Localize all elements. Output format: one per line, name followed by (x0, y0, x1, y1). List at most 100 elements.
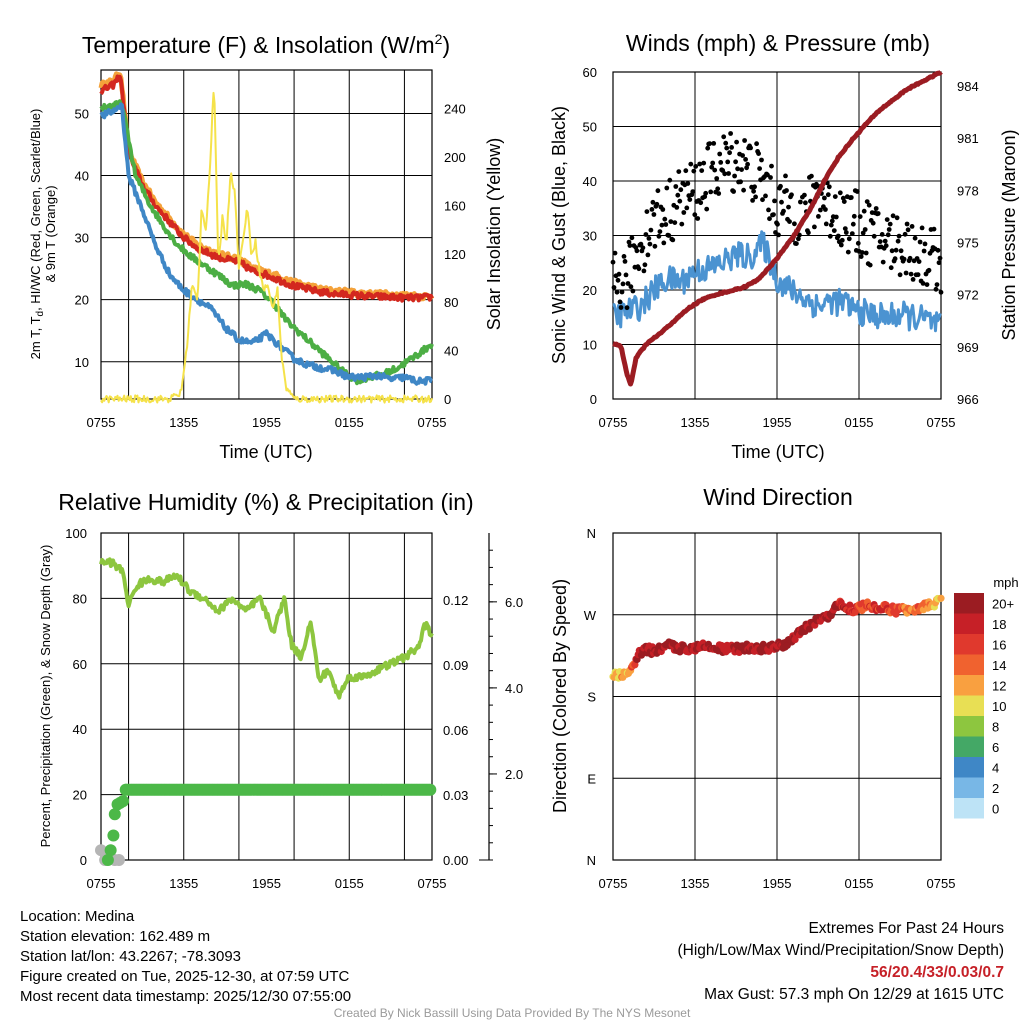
humidity-y-tick-label: 40 (73, 722, 87, 737)
nine-meter-temperature-line (98, 71, 435, 302)
gust-point (716, 191, 722, 196)
gust-point (666, 233, 672, 238)
pressure-y-tick-label: 969 (957, 340, 979, 355)
legend-swatch (954, 634, 984, 655)
gust-point (743, 157, 748, 162)
legend-swatch (954, 736, 984, 757)
gust-point (863, 250, 869, 256)
insolation-y-tick-label: 240 (444, 102, 466, 117)
gust-point (725, 159, 731, 165)
gust-point (812, 224, 817, 230)
temperature-panel: Temperature (F) & Insolation (W/m2) Time… (28, 31, 504, 462)
gust-point (768, 175, 773, 180)
gust-point (858, 254, 864, 259)
gust-point (656, 233, 662, 239)
gust-point (802, 192, 807, 198)
legend-swatch (954, 798, 984, 819)
credit-line: Created By Nick Bassill Using Data Provi… (333, 1006, 691, 1020)
winds-y-tick-label: 0 (590, 392, 597, 407)
pressure-y-tick-label: 975 (957, 235, 979, 250)
gust-point (766, 207, 771, 213)
humidity-y-tick-label: 100 (65, 526, 87, 541)
gust-point (629, 235, 635, 241)
humidity-x-tick-label: 0755 (87, 876, 116, 891)
gust-point (826, 184, 832, 190)
gust-point (908, 271, 914, 277)
gust-point (889, 248, 895, 254)
humidity-y-tick-label: 20 (73, 788, 87, 803)
precipitation-y-tick-label: 0.06 (443, 723, 468, 738)
precipitation-y-tick-label: 0.12 (443, 593, 468, 608)
gust-point (816, 214, 821, 219)
gust-point (709, 164, 715, 170)
gust-point (809, 173, 814, 179)
gust-point (870, 220, 876, 226)
gust-point (726, 171, 731, 176)
gust-point (919, 225, 925, 231)
pressure-y-tick-label: 972 (957, 288, 979, 303)
extremes-subtitle: (High/Low/Max Wind/Precipitation/Snow De… (677, 942, 1005, 959)
max-gust-line: Max Gust: 57.3 mph On 12/29 at 1615 UTC (704, 986, 1004, 1003)
extremes-box: Extremes For Past 24 Hours (High/Low/Max… (678, 918, 1005, 1006)
gust-point (823, 207, 828, 212)
gust-point (895, 238, 901, 244)
gust-point (936, 260, 942, 266)
gust-point (838, 242, 844, 248)
legend-label: 8 (992, 719, 999, 734)
gust-point (660, 207, 666, 212)
snow-depth-point (112, 854, 125, 866)
gust-point (893, 247, 899, 253)
temperature-title: Temperature (F) & Insolation (W/m2) (82, 31, 450, 58)
gust-point (776, 232, 781, 238)
gust-point (691, 168, 697, 174)
gust-point (710, 160, 716, 166)
gust-point (750, 198, 755, 203)
gust-point (622, 259, 628, 264)
gust-point (634, 248, 640, 254)
winds-title: Winds (mph) & Pressure (mb) (626, 30, 930, 56)
gust-point (883, 243, 889, 249)
legend-swatch (954, 675, 984, 696)
gust-point (797, 232, 802, 238)
temperature-y-tick-label: 20 (75, 293, 89, 308)
station-pressure-line (611, 70, 943, 387)
gust-point (879, 232, 885, 237)
gust-point (772, 198, 777, 204)
gust-point (705, 145, 711, 151)
relative-humidity-line (99, 557, 434, 700)
gust-point (763, 193, 768, 199)
gust-point (771, 212, 776, 218)
legend-label: 10 (992, 699, 1006, 714)
gust-point (823, 221, 829, 227)
gust-point (751, 188, 756, 194)
gust-point (618, 305, 624, 310)
wind-direction-x-tick-label: 1955 (763, 876, 792, 891)
gust-point (643, 232, 649, 237)
temperature-y-label-line2: & 9m T (Orange) (43, 185, 58, 282)
gust-point (679, 221, 685, 227)
gust-point (614, 289, 620, 295)
humidity-panel: Relative Humidity (%) & Precipitation (i… (38, 489, 523, 891)
gust-point (753, 194, 758, 200)
gust-point (711, 141, 717, 146)
gust-point (787, 219, 792, 225)
dewpoint-line (99, 99, 434, 386)
gust-point (703, 190, 709, 196)
gust-point (683, 168, 689, 174)
gust-point (875, 211, 881, 216)
legend-swatch (954, 695, 984, 716)
gust-point (676, 169, 682, 175)
gust-point (742, 138, 747, 143)
gust-point (756, 151, 761, 157)
gust-point (877, 239, 883, 245)
gust-point (916, 259, 922, 264)
gust-point (659, 222, 665, 228)
gust-point (615, 277, 621, 283)
winds-panel: Winds (mph) & Pressure (mb) Time (UTC) S… (549, 30, 1019, 462)
gust-point (675, 192, 681, 198)
gust-point (685, 181, 691, 186)
gust-point (862, 227, 868, 232)
precipitation-point (104, 844, 117, 857)
gust-point (627, 243, 633, 248)
gust-point (707, 141, 713, 147)
